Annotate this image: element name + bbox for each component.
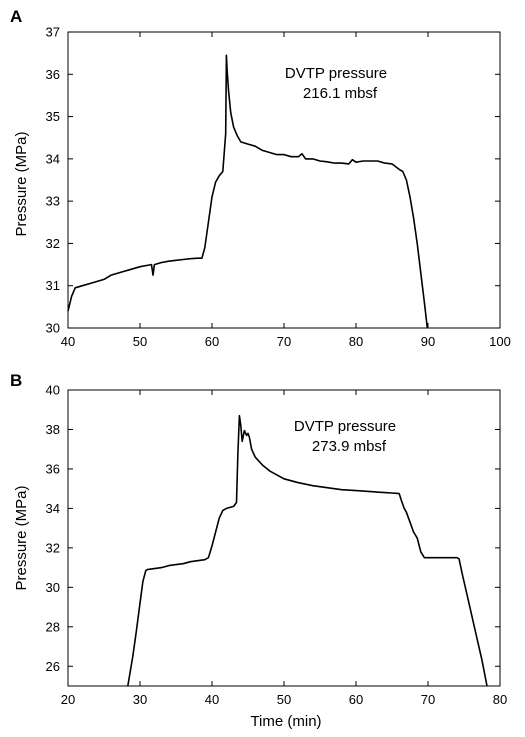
panel-b-y-tick-label: 30 <box>46 580 60 595</box>
panel-a-y-tick-label: 37 <box>46 25 60 40</box>
panel-a-y-ticks <box>68 31 500 329</box>
panel-a: A Pressure (MPa) 40 50 60 70 80 90 100 3031323… <box>10 7 511 349</box>
panel-b-label: B <box>10 371 22 390</box>
panel-b-y-tick-label: 28 <box>46 619 60 634</box>
panel-a-y-tick-label: 32 <box>46 236 60 251</box>
panel-a-ylabel-group: Pressure (MPa) <box>13 131 30 236</box>
panel-a-y-tick-label: 36 <box>46 67 60 82</box>
panel-b-y-tick-label: 34 <box>46 501 60 516</box>
panel-b-y-tick-label: 32 <box>46 540 60 555</box>
panel-b-annotation-line2: 273.9 mbsf <box>312 438 387 455</box>
panel-a-ylabel: Pressure (MPa) <box>13 131 30 236</box>
panel-a-y-tick-label: 33 <box>46 194 60 209</box>
panel-a-y-tick-label: 34 <box>46 151 60 166</box>
panel-b-annotation-line1: DVTP pressure <box>294 418 396 435</box>
panel-b-x-tick-labels: 20 30 40 50 60 70 80 <box>61 692 507 707</box>
panel-b-x-tick-label: 40 <box>205 692 219 707</box>
panel-a-label: A <box>10 7 22 26</box>
panel-a-x-tick-label: 100 <box>489 334 511 349</box>
panel-b-x-tick-label: 80 <box>493 692 507 707</box>
panel-b: B Pressure (MPa) 20 30 40 50 60 70 80 26 28 30 32… <box>10 371 507 730</box>
panel-b-x-tick-label: 70 <box>421 692 435 707</box>
panel-b-x-tick-label: 30 <box>133 692 147 707</box>
panel-b-xlabel: Time (min) <box>250 713 321 730</box>
panel-b-y-tick-label: 38 <box>46 422 60 437</box>
panel-a-x-tick-label: 50 <box>133 334 147 349</box>
panel-b-x-tick-label: 20 <box>61 692 75 707</box>
panel-a-annotation-line1: DVTP pressure <box>285 65 387 82</box>
panel-b-y-tick-label: 26 <box>46 659 60 674</box>
panel-b-x-tick-label: 60 <box>349 692 363 707</box>
panel-b-pressure-line <box>127 414 488 687</box>
panel-b-x-ticks <box>67 390 501 686</box>
panel-a-x-ticks <box>67 32 501 328</box>
panel-a-x-tick-label: 40 <box>61 334 75 349</box>
panel-b-plot-frame <box>67 389 501 687</box>
panel-a-x-tick-label: 70 <box>277 334 291 349</box>
panel-b-y-ticks <box>68 389 500 667</box>
panel-a-pressure-line <box>67 54 429 329</box>
panel-a-y-tick-label: 30 <box>46 321 60 336</box>
panel-a-y-tick-label: 31 <box>46 278 60 293</box>
panel-a-x-tick-label: 90 <box>421 334 435 349</box>
panel-a-y-tick-labels: 30 31 32 33 34 35 36 37 <box>46 25 60 336</box>
panel-a-x-tick-label: 80 <box>349 334 363 349</box>
panel-b-y-tick-labels: 26 28 30 32 34 36 38 40 <box>46 383 60 674</box>
panel-b-y-tick-label: 36 <box>46 461 60 476</box>
panel-b-y-tick-label: 40 <box>46 383 60 398</box>
panel-b-ylabel-group: Pressure (MPa) <box>13 485 30 590</box>
panel-a-x-tick-label: 60 <box>205 334 219 349</box>
panel-b-x-tick-label: 50 <box>277 692 291 707</box>
panel-a-x-tick-labels: 40 50 60 70 80 90 100 <box>61 334 511 349</box>
panel-b-ylabel: Pressure (MPa) <box>13 485 30 590</box>
panel-a-annotation-line2: 216.1 mbsf <box>303 85 378 102</box>
panel-a-y-tick-label: 35 <box>46 109 60 124</box>
